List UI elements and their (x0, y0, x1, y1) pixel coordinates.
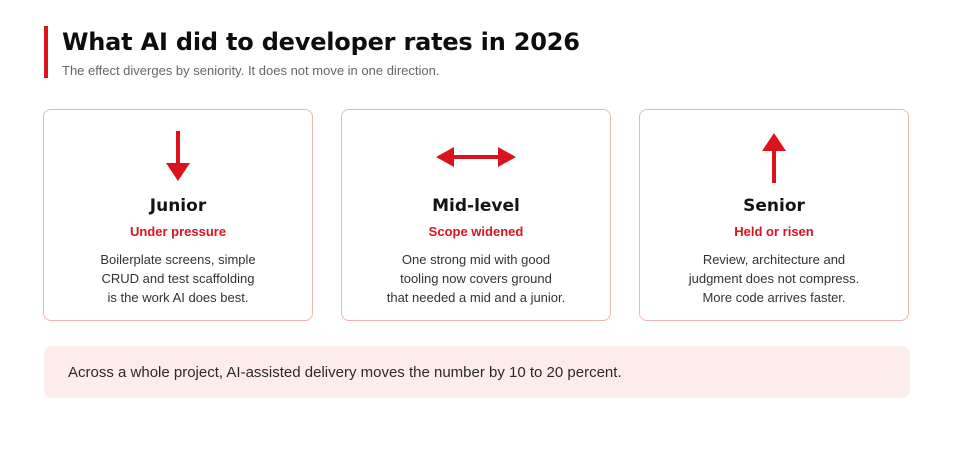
page-title: What AI did to developer rates in 2026 (62, 28, 580, 56)
arrow-up-icon (640, 128, 908, 186)
description-line: CRUD and test scaffolding (101, 271, 255, 286)
card-description: One strong mid with good tooling now cov… (362, 250, 590, 307)
arrow-left-right-icon (342, 128, 610, 186)
arrow-down-icon (44, 128, 312, 186)
card-status: Under pressure (129, 224, 227, 239)
card-description: Boilerplate screens, simple CRUD and tes… (64, 250, 292, 307)
card-status: Scope widened (428, 224, 524, 239)
description-line: One strong mid with good (401, 252, 551, 267)
card-label: Junior (149, 196, 207, 216)
callout-text: Across a whole project, AI-assisted deli… (68, 363, 622, 381)
card-description: Review, architecture and judgment does n… (660, 250, 888, 307)
card-junior: Junior Under pressure Boilerplate screen… (43, 109, 313, 321)
card-label: Senior (743, 196, 805, 216)
description-line: Boilerplate screens, simple (100, 252, 256, 267)
seniority-cards: Junior Under pressure Boilerplate screen… (43, 109, 909, 321)
card-senior: Senior Held or risen Review, architectur… (639, 109, 909, 321)
card-label: Mid-level (432, 196, 520, 216)
card-mid-level: Mid-level Scope widened One strong mid w… (341, 109, 611, 321)
description-line: Review, architecture and (702, 252, 846, 267)
summary-callout: Across a whole project, AI-assisted deli… (44, 346, 910, 398)
description-line: is the work AI does best. (107, 290, 249, 305)
description-line: More code arrives faster. (702, 290, 846, 305)
description-line: tooling now covers ground (400, 271, 552, 286)
page-subtitle: The effect diverges by seniority. It doe… (62, 63, 440, 78)
card-status: Held or risen (734, 224, 814, 239)
description-line: that needed a mid and a junior. (386, 290, 566, 305)
description-line: judgment does not compress. (688, 271, 860, 286)
page-header: What AI did to developer rates in 2026 T… (44, 26, 904, 78)
